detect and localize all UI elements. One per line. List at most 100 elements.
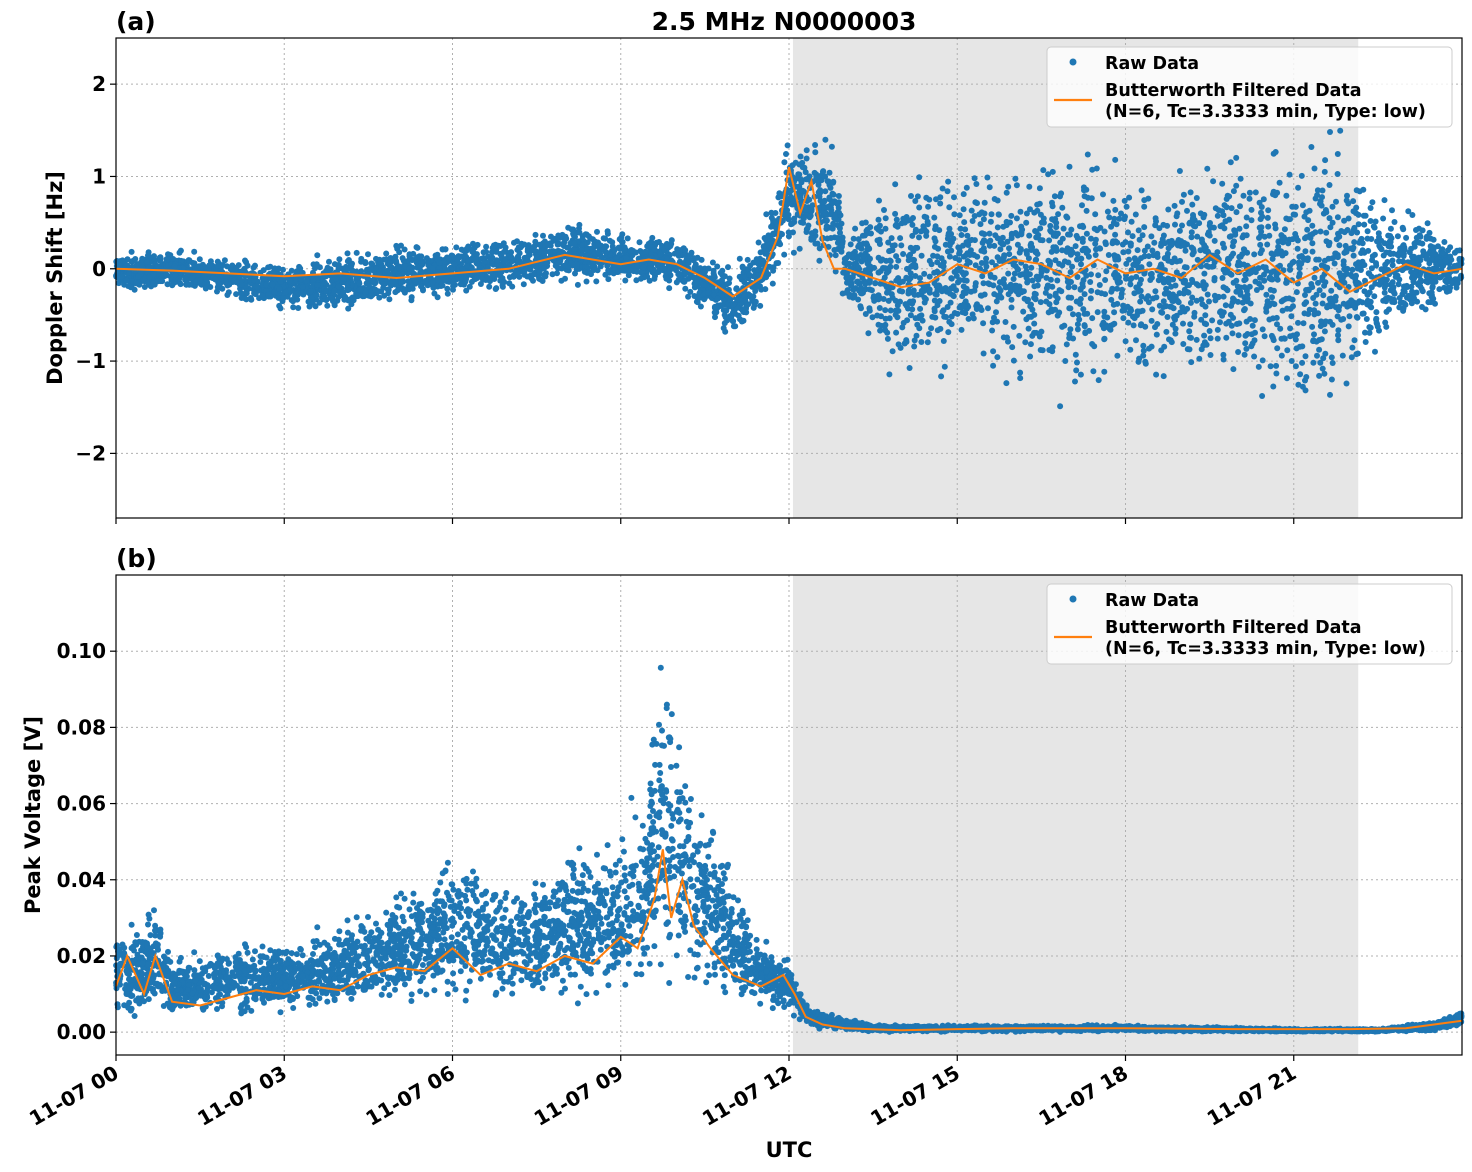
- a-raw-point: [1179, 304, 1186, 311]
- a-raw-point: [265, 291, 272, 298]
- a-raw-point: [835, 236, 842, 243]
- a-raw-point: [1083, 207, 1090, 214]
- a-raw-point: [908, 193, 914, 199]
- a-raw-point: [1092, 240, 1099, 247]
- a-raw-point: [1257, 241, 1264, 248]
- a-raw-point: [978, 230, 985, 237]
- a-raw-point: [1269, 294, 1275, 301]
- a-raw-point: [492, 286, 499, 292]
- a-raw-point: [1262, 264, 1269, 271]
- a-raw-point: [822, 210, 829, 217]
- a-raw-point: [1372, 348, 1378, 355]
- a-raw-point: [1426, 229, 1433, 236]
- a-raw-point: [1003, 218, 1010, 225]
- a-raw-point: [1350, 252, 1357, 259]
- a-raw-point: [1237, 203, 1243, 210]
- a-raw-point: [956, 257, 963, 263]
- a-raw-point: [1129, 233, 1136, 240]
- a-raw-point: [135, 273, 142, 280]
- a-raw-point: [1233, 209, 1240, 216]
- a-raw-point: [918, 312, 925, 319]
- a-raw-point: [692, 280, 699, 287]
- a-raw-point: [1006, 251, 1013, 258]
- a-raw-point: [1110, 301, 1117, 308]
- a-raw-point: [1081, 193, 1088, 200]
- a-raw-point: [882, 225, 889, 232]
- a-raw-point: [1326, 182, 1333, 188]
- a-raw-point: [902, 301, 909, 308]
- a-raw-point: [442, 246, 449, 253]
- a-raw-point: [1089, 341, 1096, 347]
- a-raw-point: [1272, 225, 1279, 232]
- a-raw-point: [821, 173, 828, 180]
- a-raw-point: [1010, 323, 1017, 330]
- a-raw-point: [1183, 264, 1190, 271]
- a-raw-point: [406, 265, 413, 272]
- a-raw-point: [1453, 284, 1460, 291]
- a-raw-point: [1089, 315, 1096, 322]
- a-raw-point: [1033, 256, 1040, 263]
- a-raw-point: [1113, 221, 1120, 228]
- a-raw-point: [867, 224, 874, 231]
- a-raw-point: [1066, 331, 1073, 338]
- a-raw-point: [1065, 259, 1072, 266]
- a-raw-point: [1256, 234, 1262, 241]
- a-raw-point: [1222, 302, 1229, 309]
- a-raw-point: [903, 274, 910, 281]
- a-raw-point: [830, 220, 837, 227]
- a-raw-point: [760, 244, 767, 251]
- a-raw-point: [1115, 274, 1122, 281]
- a-raw-point: [1140, 347, 1147, 354]
- a-raw-point: [1135, 227, 1142, 234]
- a-raw-point: [414, 244, 421, 251]
- a-raw-point: [1130, 322, 1137, 329]
- a-raw-point: [868, 287, 875, 294]
- a-raw-point: [1274, 345, 1281, 352]
- a-raw-point: [470, 240, 476, 247]
- a-raw-point: [912, 315, 919, 322]
- a-raw-point: [1382, 261, 1389, 268]
- a-raw-point: [954, 310, 961, 317]
- a-raw-point: [1037, 237, 1044, 243]
- a-raw-point: [682, 247, 689, 254]
- a-raw-point: [1000, 254, 1007, 261]
- a-raw-point: [1134, 247, 1141, 254]
- a-raw-point: [1428, 278, 1435, 285]
- a-raw-point: [984, 174, 991, 181]
- a-raw-point: [1360, 310, 1367, 317]
- a-raw-point: [799, 164, 806, 171]
- a-raw-point: [125, 283, 132, 289]
- a-raw-point: [146, 274, 153, 281]
- a-raw-point: [1367, 205, 1374, 211]
- a-raw-point: [540, 232, 546, 239]
- a-raw-point: [144, 259, 150, 265]
- a-raw-point: [1436, 286, 1443, 293]
- a-raw-point: [705, 265, 712, 272]
- a-raw-point: [469, 248, 476, 255]
- a-raw-point: [1102, 291, 1109, 298]
- a-raw-point: [1278, 352, 1285, 359]
- a-raw-point: [486, 283, 493, 290]
- a-raw-point: [1054, 277, 1061, 284]
- a-raw-point: [747, 262, 754, 269]
- a-raw-point: [1308, 144, 1315, 150]
- a-raw-point: [1036, 333, 1043, 340]
- a-raw-point: [1138, 321, 1145, 328]
- a-raw-point: [1104, 314, 1111, 321]
- a-raw-point: [1312, 300, 1319, 307]
- a-raw-point: [1353, 187, 1360, 194]
- a-raw-point: [1066, 163, 1073, 170]
- a-raw-point: [897, 235, 904, 242]
- a-raw-point: [765, 232, 772, 239]
- a-raw-point: [1171, 202, 1178, 209]
- a-raw-point: [1267, 286, 1274, 293]
- a-raw-point: [933, 283, 940, 290]
- a-raw-point: [151, 253, 157, 260]
- a-raw-point: [1078, 261, 1084, 268]
- a-raw-point: [781, 159, 788, 166]
- a-raw-point: [1088, 271, 1094, 278]
- a-raw-point: [1052, 257, 1059, 264]
- a-raw-point: [1074, 256, 1080, 263]
- a-raw-point: [1055, 211, 1062, 218]
- a-raw-point: [757, 302, 764, 309]
